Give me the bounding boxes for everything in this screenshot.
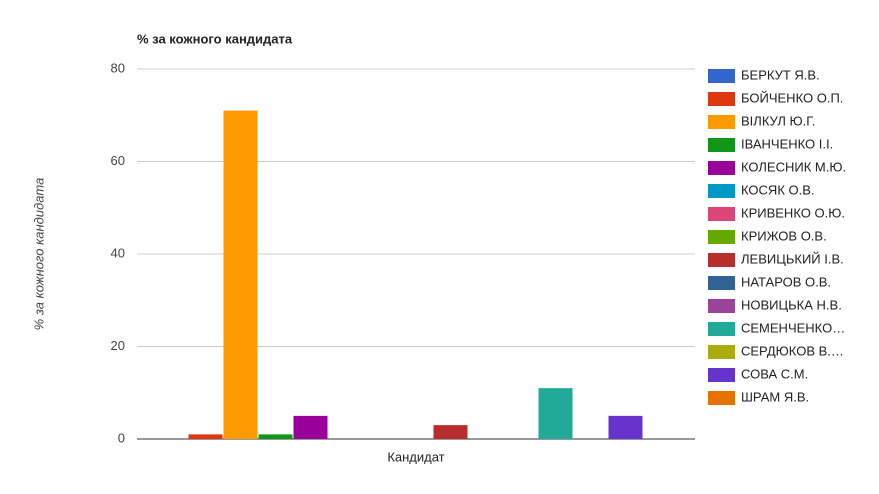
legend-swatch [708,230,735,244]
legend-swatch [708,161,735,175]
legend-swatch [708,391,735,405]
bar [293,415,328,439]
bar [188,434,223,439]
legend-label: ВІЛКУЛ Ю.Г. [741,113,815,128]
legend-swatch [708,184,735,198]
legend-label: ІВАНЧЕНКО І.І. [741,136,833,151]
x-axis-title: Кандидат [387,449,444,464]
legend-swatch [708,299,735,313]
legend-label: ШРАМ Я.В. [741,389,809,404]
legend-swatch [708,115,735,129]
legend-label: КРИЖОВ О.В. [741,228,827,243]
legend-label: БОЙЧЕНКО О.П. [741,90,843,105]
legend-swatch [708,253,735,267]
legend-swatch [708,345,735,359]
legend-swatch [708,322,735,336]
legend-swatch [708,138,735,152]
bar [223,110,258,439]
legend-label: НОВИЦЬКА Н.В. [741,297,842,312]
y-tick-label: 40 [111,245,125,260]
bar [608,415,643,439]
bar [538,388,573,439]
y-tick-label: 80 [111,60,125,75]
legend-label: СОВА С.М. [741,366,808,381]
legend-label: БЕРКУТ Я.В. [741,67,820,82]
y-tick-label: 60 [111,153,125,168]
legend-label: КОСЯК О.В. [741,182,815,197]
y-tick-label: 20 [111,338,125,353]
legend-label: СЕРДЮКОВ В.… [741,343,844,358]
legend-swatch [708,92,735,106]
legend-label: КРИВЕНКО О.Ю. [741,205,845,220]
legend-swatch [708,368,735,382]
y-tick-label: 0 [118,430,125,445]
bar [258,434,293,439]
legend-swatch [708,276,735,290]
legend-label: СЕМЕНЧЕНКО… [741,320,845,335]
legend-label: НАТАРОВ О.В. [741,274,831,289]
legend-label: ЛЕВИЦЬКИЙ І.В. [741,251,844,266]
legend-label: КОЛЕСНИК М.Ю. [741,159,846,174]
legend-swatch [708,207,735,221]
y-axis-title: % за кожного кандидата [31,178,46,331]
chart-title: % за кожного кандидата [137,31,293,46]
legend-swatch [708,69,735,83]
bar [433,425,468,439]
